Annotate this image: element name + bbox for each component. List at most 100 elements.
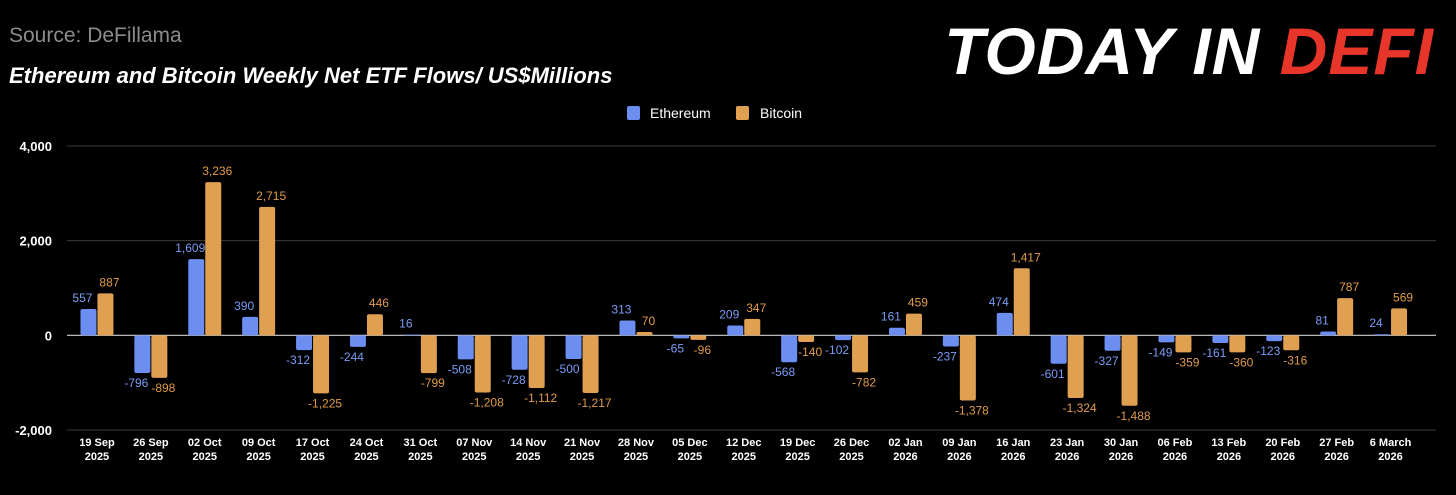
x-tick-label: 30 Jan — [1104, 437, 1139, 449]
x-tick-label: 06 Feb — [1158, 437, 1193, 449]
data-label-bitcoin: -1,488 — [1117, 409, 1151, 423]
x-tick-label: 31 Oct — [404, 437, 438, 449]
bar-bitcoin — [366, 314, 383, 336]
data-label-ethereum: 24 — [1369, 316, 1383, 330]
data-label-ethereum: -601 — [1041, 367, 1065, 381]
x-tick-label-year: 2025 — [570, 451, 594, 463]
x-tick-label-year: 2025 — [624, 451, 648, 463]
x-tick-label-year: 2026 — [1378, 451, 1402, 463]
bar-bitcoin — [636, 332, 653, 336]
y-tick-label: 4,000 — [19, 139, 52, 154]
data-label-ethereum: -327 — [1095, 354, 1119, 368]
data-label-ethereum: 161 — [881, 310, 901, 324]
bar-ethereum — [1158, 335, 1175, 343]
x-tick-label: 20 Feb — [1265, 437, 1300, 449]
x-tick-label-year: 2025 — [139, 451, 163, 463]
x-tick-label-year: 2025 — [354, 451, 378, 463]
x-tick-label-year: 2025 — [516, 451, 540, 463]
legend-label-bitcoin: Bitcoin — [760, 105, 802, 121]
data-label-bitcoin: 446 — [369, 296, 389, 310]
brand-logo-red: DEFI — [1279, 14, 1434, 88]
x-tick-label-year: 2026 — [1055, 451, 1079, 463]
x-tick-label-year: 2025 — [732, 451, 756, 463]
bar-bitcoin — [1337, 298, 1354, 336]
x-tick-label: 27 Feb — [1319, 437, 1354, 449]
data-label-bitcoin: 70 — [642, 314, 656, 328]
x-tick-label: 14 Nov — [510, 437, 547, 449]
bar-bitcoin — [259, 206, 276, 336]
x-tick-label-year: 2026 — [1163, 451, 1187, 463]
bar-ethereum — [781, 335, 798, 363]
bar-bitcoin — [1067, 335, 1084, 399]
bar-ethereum — [457, 335, 474, 360]
x-tick-label: 19 Dec — [780, 437, 815, 449]
data-label-bitcoin: 347 — [746, 301, 766, 315]
bar-bitcoin — [313, 335, 330, 394]
x-tick-label: 02 Jan — [888, 437, 923, 449]
data-label-ethereum: 16 — [399, 317, 413, 331]
x-tick-label: 26 Dec — [834, 437, 869, 449]
data-label-ethereum: -161 — [1202, 346, 1226, 360]
data-label-ethereum: -149 — [1148, 345, 1172, 359]
brand-logo: TODAY IN DEFI — [944, 18, 1434, 84]
data-label-ethereum: -568 — [771, 365, 795, 379]
bar-ethereum — [835, 335, 852, 341]
bar-ethereum — [188, 259, 205, 336]
x-tick-label: 23 Jan — [1050, 437, 1085, 449]
data-label-ethereum: -244 — [340, 350, 364, 364]
data-label-ethereum: -312 — [286, 353, 310, 367]
data-label-bitcoin: -1,217 — [578, 396, 612, 410]
y-tick-label: -2,000 — [15, 423, 52, 438]
x-tick-label: 02 Oct — [188, 437, 222, 449]
data-label-ethereum: -65 — [667, 341, 685, 355]
x-tick-label: 09 Oct — [242, 437, 276, 449]
bar-ethereum — [727, 325, 744, 336]
x-tick-label-year: 2025 — [300, 451, 324, 463]
x-tick-label: 13 Feb — [1211, 437, 1246, 449]
bar-ethereum — [942, 335, 959, 347]
brand-logo-white: TODAY IN — [944, 14, 1280, 88]
bar-bitcoin — [582, 335, 599, 393]
legend-swatch-bitcoin — [736, 106, 749, 120]
data-label-ethereum: -796 — [124, 376, 148, 390]
bar-ethereum — [242, 316, 259, 336]
data-label-ethereum: 474 — [989, 295, 1009, 309]
x-tick-label-year: 2025 — [193, 451, 217, 463]
data-label-bitcoin: 2,715 — [256, 189, 286, 203]
data-label-bitcoin: 887 — [99, 275, 119, 289]
bar-bitcoin — [798, 335, 815, 342]
bar-ethereum — [403, 334, 420, 336]
bar-bitcoin — [959, 335, 976, 401]
data-label-bitcoin: -360 — [1229, 355, 1253, 369]
x-tick-label-year: 2025 — [678, 451, 702, 463]
bar-ethereum — [1266, 335, 1283, 342]
bar-ethereum — [1050, 335, 1067, 364]
x-tick-label: 17 Oct — [296, 437, 330, 449]
data-label-ethereum: -123 — [1256, 344, 1280, 358]
y-tick-label: 2,000 — [19, 234, 52, 249]
x-tick-label: 09 Jan — [942, 437, 977, 449]
bar-bitcoin — [1283, 335, 1300, 351]
x-tick-label-year: 2025 — [408, 451, 432, 463]
bar-bitcoin — [1121, 335, 1138, 406]
data-label-bitcoin: -1,378 — [955, 404, 989, 418]
bar-bitcoin — [690, 335, 707, 340]
x-tick-label-year: 2025 — [462, 451, 486, 463]
data-label-bitcoin: -359 — [1175, 355, 1199, 369]
x-tick-label: 05 Dec — [672, 437, 707, 449]
bar-bitcoin — [1175, 335, 1192, 353]
data-label-bitcoin: -782 — [852, 375, 876, 389]
x-tick-label-year: 2026 — [1324, 451, 1348, 463]
data-label-bitcoin: 1,417 — [1011, 250, 1041, 264]
x-tick-label: 16 Jan — [996, 437, 1031, 449]
data-label-bitcoin: 787 — [1339, 280, 1359, 294]
x-tick-label: 26 Sep — [133, 437, 169, 449]
bar-bitcoin — [420, 335, 437, 374]
x-tick-label-year: 2025 — [246, 451, 270, 463]
bar-ethereum — [134, 335, 151, 374]
x-tick-label-year: 2026 — [1271, 451, 1295, 463]
data-label-bitcoin: -140 — [798, 345, 822, 359]
data-label-ethereum: -508 — [448, 362, 472, 376]
x-tick-label-year: 2026 — [1001, 451, 1025, 463]
